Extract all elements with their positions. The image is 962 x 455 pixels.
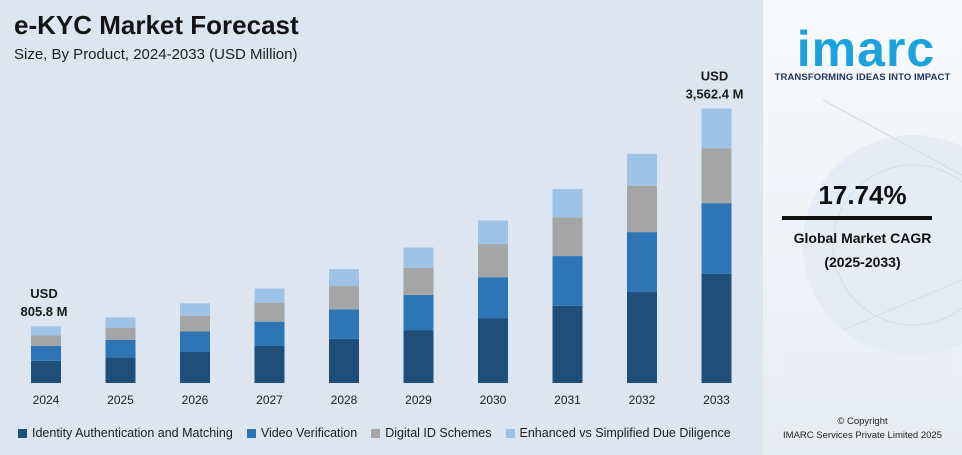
cagr-divider — [782, 216, 932, 220]
bar-segment-2028-s2 — [329, 286, 359, 310]
bar-segment-2029-s1 — [403, 294, 434, 331]
bar-segment-2027-s2 — [254, 302, 285, 322]
total-value-label: 805.8 M — [21, 304, 68, 319]
chart-panel: 2024 2025 2026 2027 2028 2029 2030 2031 2032 2033… — [14, 10, 744, 442]
legend-item-video: Video Verification — [246, 426, 358, 440]
bar-segment-2030-s3 — [478, 220, 508, 245]
x-tick-label: 2026 — [182, 393, 209, 407]
x-tick-label: 2027 — [256, 393, 283, 407]
legend-item-identity: Identity Authentication and Matching — [18, 426, 233, 440]
bars-group — [31, 108, 732, 383]
bar-segment-2032-s2 — [627, 185, 657, 233]
bar-segment-2033-s1 — [701, 203, 732, 274]
legend-label: Enhanced vs Simplified Due Diligence — [519, 426, 731, 440]
bar-segment-2033-s2 — [701, 148, 732, 204]
bar-segment-2027-s0 — [254, 345, 285, 383]
x-tick-label: 2024 — [33, 393, 60, 407]
bar-segment-2031-s2 — [552, 217, 583, 257]
legend-label: Identity Authentication and Matching — [32, 426, 233, 440]
bar-segment-2031-s3 — [552, 189, 583, 218]
bar-segment-2031-s0 — [552, 305, 583, 383]
legend-item-due-diligence: Enhanced vs Simplified Due Diligence — [505, 426, 731, 440]
legend-label: Digital ID Schemes — [385, 426, 492, 440]
bar-segment-2024-s0 — [31, 360, 61, 383]
tagline: TRANSFORMING IDEAS INTO IMPACT — [774, 72, 951, 83]
total-value-label: USD — [701, 69, 728, 84]
bar-segment-2028-s1 — [329, 309, 359, 339]
bar-segment-2029-s3 — [403, 247, 434, 268]
bar-segment-2027-s1 — [254, 321, 285, 346]
bar-segment-2025-s0 — [105, 357, 136, 383]
total-value-label: 3,562.4 M — [686, 87, 744, 102]
legend-swatch — [505, 428, 515, 438]
bar-segment-2033-s3 — [701, 108, 732, 149]
bar-segment-2024-s2 — [31, 335, 61, 346]
bar-segment-2032-s3 — [627, 153, 657, 186]
x-tick-label: 2031 — [554, 393, 581, 407]
copyright-text: © Copyright — [837, 416, 888, 427]
bar-segment-2028-s0 — [329, 338, 359, 383]
bar-segment-2030-s2 — [478, 244, 508, 278]
x-axis-ticks: 2024 2025 2026 2027 2028 2029 2030 2031 2032 2033 — [33, 393, 731, 407]
bar-segment-2032-s0 — [627, 292, 657, 383]
value-labels: USD 805.8 M USD 3,562.4 M — [21, 69, 744, 320]
legend-item-digital-id: Digital ID Schemes — [371, 426, 492, 440]
bar-segment-2025-s1 — [105, 339, 136, 358]
sidebar-panel: imarc TRANSFORMING IDEAS INTO IMPACT 17.… — [763, 0, 962, 455]
x-tick-label: 2030 — [480, 393, 507, 407]
bar-segment-2029-s0 — [403, 330, 434, 383]
x-tick-label: 2025 — [107, 393, 134, 407]
bar-segment-2027-s3 — [254, 288, 285, 303]
bar-segment-2030-s1 — [478, 277, 508, 319]
bar-segment-2029-s2 — [403, 267, 434, 295]
x-tick-label: 2033 — [703, 393, 730, 407]
bar-segment-2028-s3 — [329, 269, 359, 287]
cagr-period: (2025-2033) — [824, 254, 901, 270]
bar-segment-2025-s2 — [105, 327, 136, 340]
bar-segment-2026-s3 — [180, 303, 210, 316]
bar-segment-2026-s1 — [180, 331, 210, 352]
chart-title: e-KYC Market Forecast — [14, 10, 299, 40]
bar-segment-2032-s1 — [627, 232, 657, 293]
legend-swatch — [246, 428, 256, 438]
company-text: IMARC Services Private Limited 2025 — [783, 430, 942, 441]
bar-segment-2025-s3 — [105, 317, 136, 328]
x-tick-label: 2029 — [405, 393, 432, 407]
chart-subtitle: Size, By Product, 2024-2033 (USD Million… — [14, 46, 298, 63]
logo-wordmark: imarc — [797, 22, 935, 74]
bar-segment-2026-s0 — [180, 351, 210, 383]
imarc-logo: imarc — [797, 22, 935, 74]
chart-area: 2024 2025 2026 2027 2028 2029 2030 2031 2032 2033… — [21, 69, 744, 407]
bar-segment-2024-s3 — [31, 326, 61, 336]
legend-swatch — [18, 428, 27, 438]
cagr-label: Global Market CAGR — [793, 230, 932, 246]
x-tick-label: 2028 — [331, 393, 358, 407]
legend: Identity Authentication and Matching Vid… — [18, 424, 731, 442]
bar-segment-2024-s1 — [31, 345, 61, 361]
x-tick-label: 2032 — [629, 393, 656, 407]
legend-label: Video Verification — [260, 426, 358, 440]
bar-segment-2033-s0 — [701, 273, 732, 383]
total-value-label: USD — [30, 286, 57, 301]
bar-segment-2031-s1 — [552, 256, 583, 306]
bar-segment-2030-s0 — [478, 318, 508, 383]
cagr-value: 17.74% — [818, 180, 907, 210]
bar-segment-2026-s2 — [180, 315, 210, 332]
legend-swatch — [371, 428, 381, 438]
background-decoration — [783, 99, 962, 400]
